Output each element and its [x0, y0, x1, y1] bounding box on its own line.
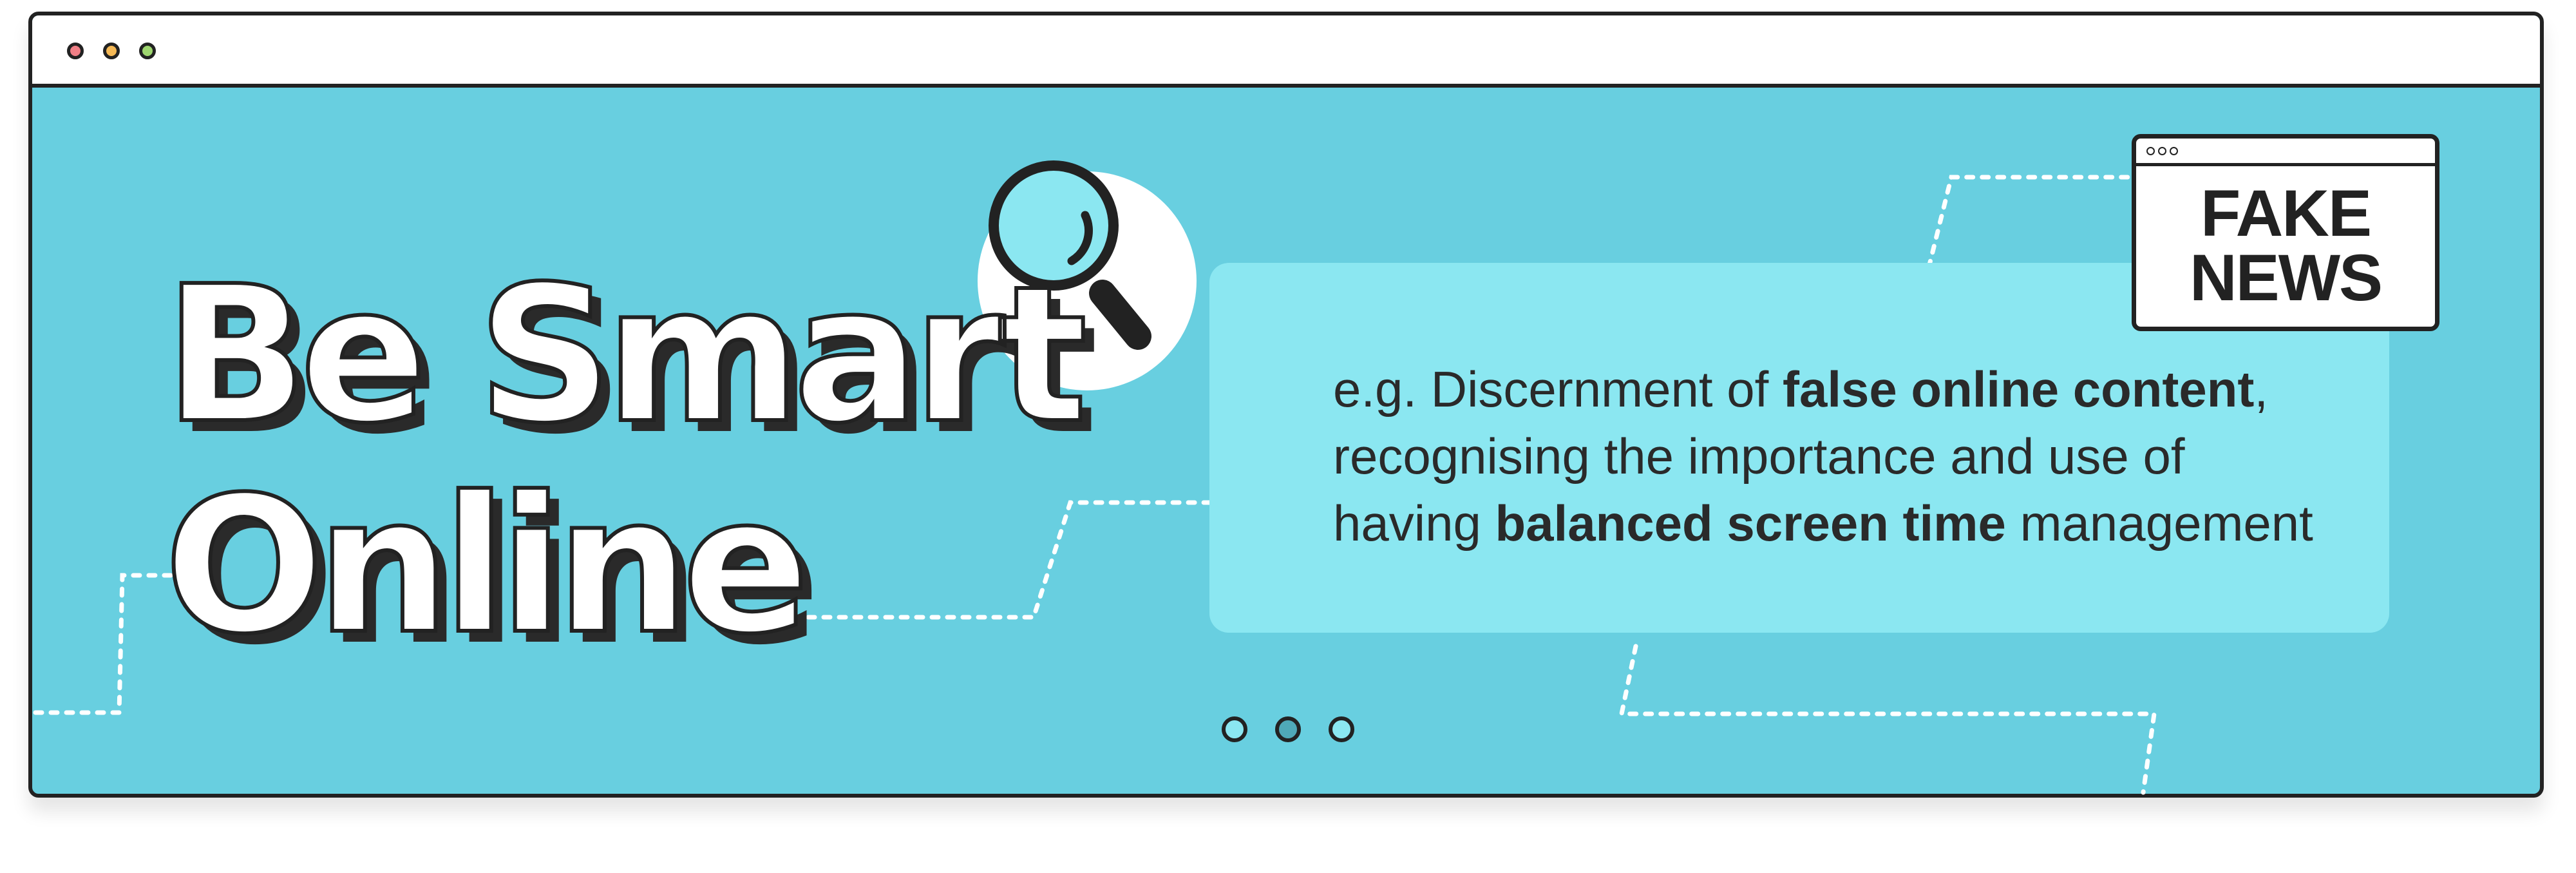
maximize-window-dot[interactable]	[139, 43, 156, 59]
headline-line-1: Be Smart	[162, 245, 1089, 465]
pagination-dot-2-active[interactable]	[1275, 716, 1301, 742]
minimize-window-dot[interactable]	[103, 43, 120, 59]
pagination-dot-3[interactable]	[1329, 716, 1354, 742]
highlight-balanced-screen-time: balanced screen time	[1495, 495, 2006, 552]
badge-dot-icon	[2158, 147, 2166, 155]
fake-news-badge: FAKE NEWS	[2132, 134, 2439, 331]
headline-line-2: Online	[162, 456, 811, 675]
badge-dot-icon	[2146, 147, 2155, 155]
description-line-2: recognising the importance and use of	[1333, 428, 2185, 484]
highlight-false-online-content: false online content	[1782, 361, 2255, 417]
description-line-1: e.g. Discernment of false online content…	[1333, 361, 2269, 417]
description-text: e.g. Discernment of false online content…	[1333, 356, 2415, 557]
pagination-dot-1[interactable]	[1222, 716, 1247, 742]
description-line-3: having balanced screen time management	[1333, 495, 2313, 552]
title-bar	[32, 15, 2540, 88]
badge-dot-icon	[2170, 147, 2178, 155]
close-window-dot[interactable]	[67, 43, 84, 59]
badge-title-bar	[2136, 139, 2435, 166]
fake-news-label: FAKE NEWS	[2190, 177, 2383, 314]
